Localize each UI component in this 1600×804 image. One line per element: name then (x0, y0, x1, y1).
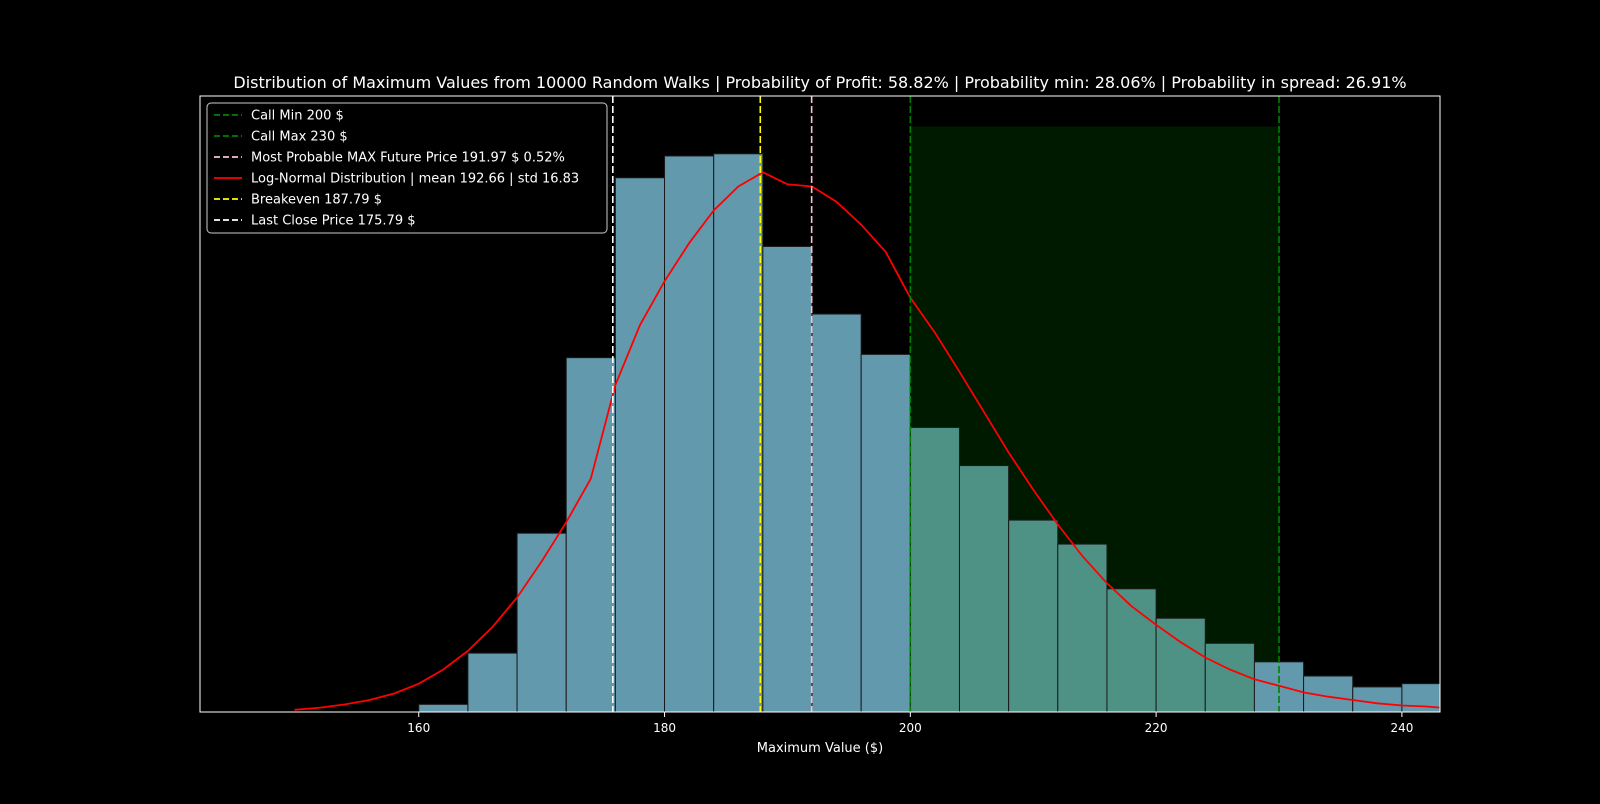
histogram-bar (614, 177, 666, 712)
x-tick-label: 160 (407, 721, 430, 735)
histogram-bar (811, 313, 862, 712)
histogram-bar (1155, 617, 1206, 712)
histogram-bar (664, 155, 715, 712)
plot-area: 160 180 200 220 240 Call Min 200 $ Call Max 23… (199, 95, 1441, 735)
legend-label: Call Min 200 $ (251, 109, 344, 124)
histogram-bar (1057, 543, 1108, 712)
histogram-bar (467, 652, 518, 712)
legend-label: Log-Normal Distribution | mean 192.66 | … (251, 172, 579, 187)
x-tick-label: 200 (899, 721, 922, 735)
lognormal-curve (294, 171, 1440, 711)
histogram-bar (1008, 519, 1059, 712)
histogram-bar (860, 353, 911, 712)
histogram-bar (1204, 642, 1255, 712)
histogram-bar (762, 245, 813, 712)
legend-label: Last Close Price 175.79 $ (251, 214, 416, 229)
histogram-bar (418, 703, 469, 712)
histogram-bar (1352, 686, 1403, 712)
x-tick-label: 220 (1145, 721, 1168, 735)
histogram-bar (958, 465, 1010, 712)
histogram-bar (909, 426, 960, 712)
legend-label: Most Probable MAX Future Price 191.97 $ … (251, 151, 565, 166)
plot-inner (294, 96, 1440, 712)
x-axis-label: Maximum Value ($) (757, 741, 883, 756)
chart-title: Distribution of Maximum Values from 1000… (233, 73, 1406, 92)
legend-label: Breakeven 187.79 $ (251, 193, 382, 208)
axes-frame (199, 95, 1441, 713)
legend-label: Call Max 230 $ (251, 130, 348, 145)
histogram-bar (713, 153, 764, 712)
legend-box (206, 102, 608, 234)
histogram-bar (1106, 588, 1157, 712)
x-tick-label: 180 (653, 721, 676, 735)
x-tick-label: 240 (1390, 721, 1413, 735)
